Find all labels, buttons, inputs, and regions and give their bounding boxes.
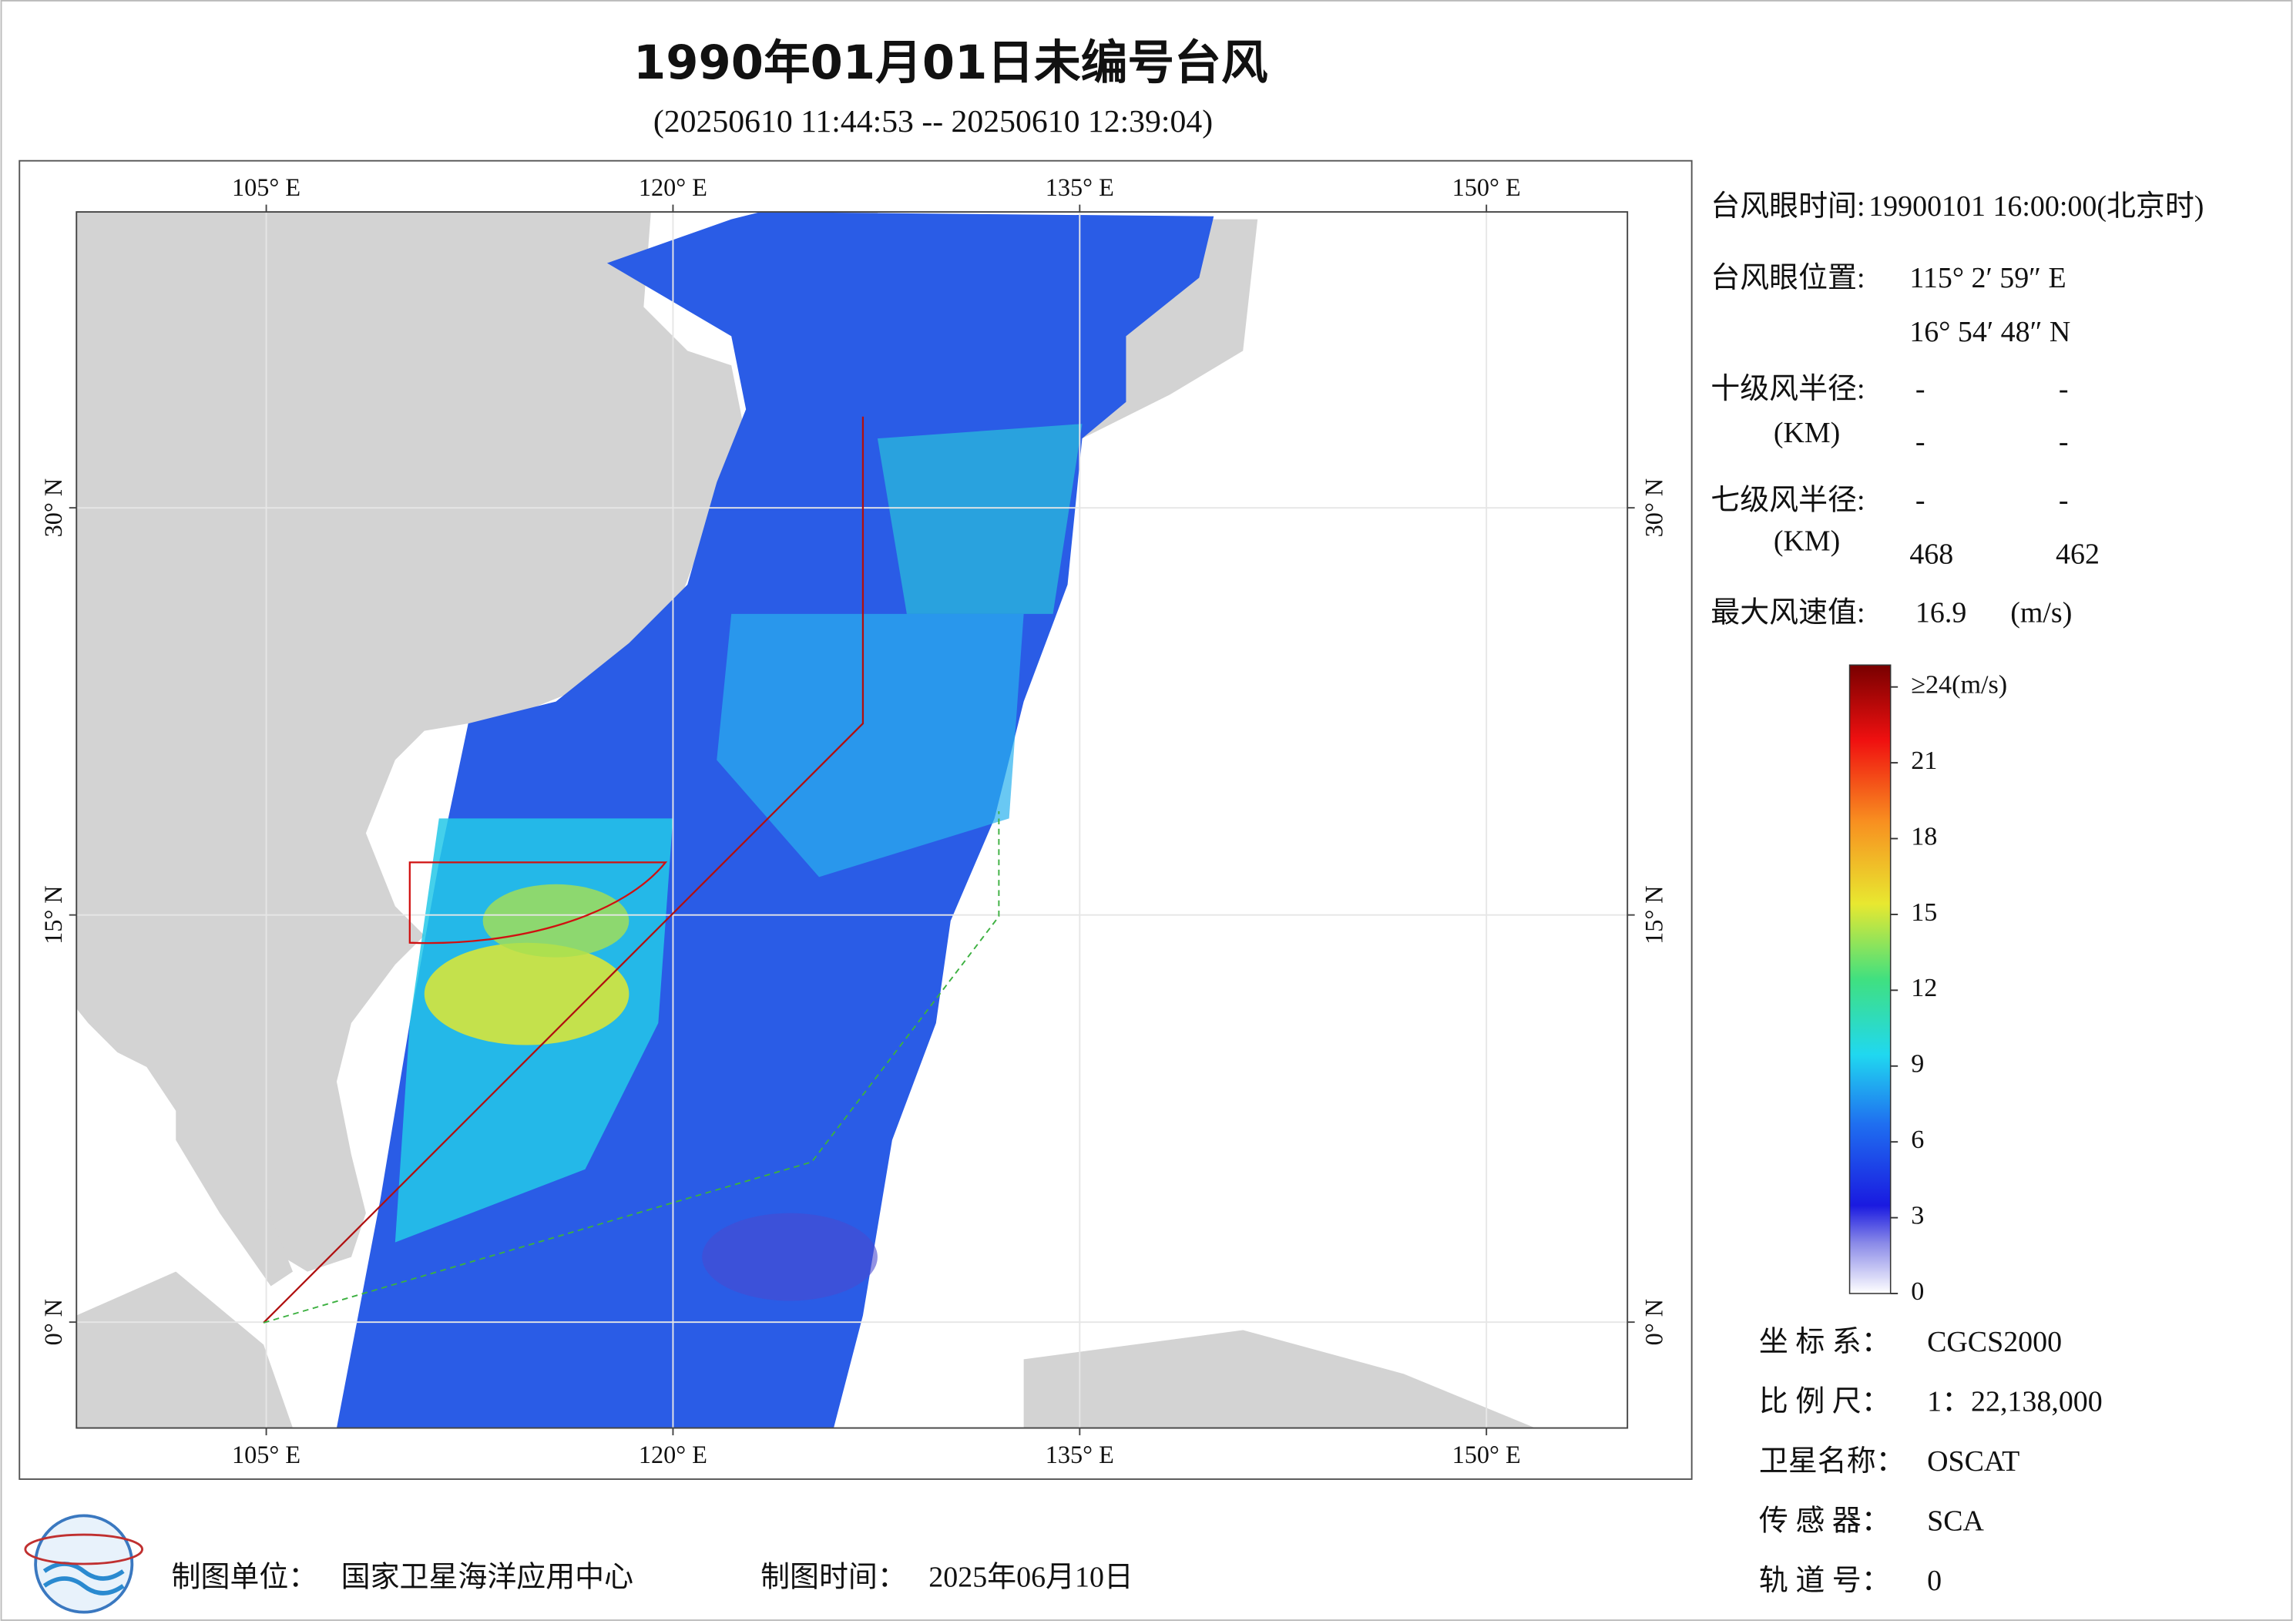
- map-frame: [18, 159, 1693, 1480]
- meta-panel: 坐 标 系： CGCS2000 比 例 尺： 1：22,138,000 卫星名称： OSC…: [1759, 1326, 2103, 1597]
- info-label: 台风眼位置:: [1711, 262, 1865, 294]
- subtitle: (20250610 11:44:53 -- 20250610 12:39:04): [653, 104, 1213, 139]
- meta-label: 坐 标 系：: [1759, 1326, 1891, 1358]
- lat-tick-label: 15° N: [39, 885, 67, 945]
- info-value: 16° 54′ 48″ N: [1909, 316, 2070, 348]
- info-label: 最大风速值:: [1711, 596, 1865, 629]
- colorbar-tick-label: 9: [1911, 1050, 1924, 1079]
- lon-tick-label: 105° E: [232, 1441, 300, 1468]
- map: [76, 212, 1628, 1428]
- info-value: -: [1915, 425, 1925, 458]
- info-value: -: [2059, 484, 2069, 516]
- logo: [24, 1514, 144, 1614]
- meta-label: 卫星名称：: [1759, 1445, 1905, 1478]
- info-label: 台风眼时间:: [1711, 190, 1865, 223]
- colorbar-tick-label: 6: [1911, 1126, 1924, 1154]
- info-value: -: [2059, 425, 2069, 458]
- info-unit: (KM): [1774, 525, 1840, 557]
- info-value: -: [2059, 373, 2069, 405]
- lon-tick-label: 135° E: [1046, 173, 1114, 201]
- colorbar-tick-label: 3: [1911, 1201, 1924, 1230]
- colorbar-tick-label: 21: [1911, 747, 1937, 775]
- colorbar-tick-label: 12: [1911, 974, 1937, 1002]
- info-label: 七级风半径:: [1711, 484, 1865, 516]
- colorbar-tick-label: 0: [1911, 1277, 1924, 1306]
- lat-tick-label: 0° N: [39, 1299, 67, 1345]
- lon-tick-label: 150° E: [1452, 1441, 1521, 1468]
- lon-tick-label: 135° E: [1046, 1441, 1114, 1468]
- lat-tick-label: 0° N: [1640, 1299, 1668, 1345]
- colorbar-tick-label: 18: [1911, 822, 1937, 851]
- info-unit: (m/s): [2010, 596, 2072, 629]
- meta-label: 传 感 器：: [1759, 1505, 1891, 1537]
- map-ticks: 105° E 105° E 120° E 120° E 135° E 135° E 150°…: [39, 173, 1667, 1468]
- meta-value: 0: [1927, 1565, 1942, 1597]
- info-value: 462: [2056, 539, 2100, 571]
- lat-tick-label: 15° N: [1640, 885, 1668, 945]
- wind-swath: [336, 212, 1214, 1428]
- colorbar-ticks: 0 3 6 9 12 15 18 21 ≥24(m/s): [1890, 671, 2007, 1306]
- meta-value: SCA: [1927, 1505, 1984, 1537]
- meta-value: OSCAT: [1927, 1445, 2019, 1478]
- info-label: 十级风半径:: [1711, 373, 1865, 405]
- meta-value: CGCS2000: [1927, 1326, 2062, 1358]
- meta-label: 比 例 尺：: [1759, 1386, 1891, 1418]
- info-value: 468: [1909, 539, 1953, 571]
- info-panel: 台风眼时间: 19900101 16:00:00(北京时) 台风眼位置: 115…: [1711, 190, 2204, 629]
- title: 1990年01月01日未编号台风: [633, 36, 1268, 90]
- footer-value: 国家卫星海洋应用中心: [341, 1562, 633, 1594]
- lon-tick-label: 120° E: [639, 173, 707, 201]
- map-border: [76, 211, 1629, 1429]
- lon-tick-label: 120° E: [639, 1441, 707, 1468]
- info-value: 19900101 16:00:00(北京时): [1868, 190, 2204, 223]
- colorbar-tick-label: 15: [1911, 898, 1937, 927]
- info-value: -: [1915, 373, 1925, 405]
- grid: [76, 212, 1628, 1428]
- info-value: -: [1915, 484, 1925, 516]
- lat-tick-label: 30° N: [1640, 478, 1668, 538]
- meta-value: 1：22,138,000: [1927, 1386, 2103, 1418]
- colorbar: [1848, 664, 1892, 1294]
- lon-tick-label: 150° E: [1452, 173, 1521, 201]
- colorbar-tick-label: ≥24(m/s): [1911, 671, 2007, 700]
- info-value: 16.9: [1915, 596, 1966, 629]
- lat-tick-label: 30° N: [39, 478, 67, 538]
- footer-label: 制图时间：: [760, 1562, 907, 1594]
- warning-lines: [263, 416, 1000, 1324]
- lon-tick-label: 105° E: [232, 173, 300, 201]
- footer-value: 2025年06月10日: [928, 1562, 1133, 1594]
- info-unit: (KM): [1774, 417, 1840, 449]
- info-value: 115° 2′ 59″ E: [1909, 262, 2066, 294]
- meta-label: 轨 道 号：: [1759, 1565, 1891, 1597]
- footer-label: 制图单位：: [172, 1562, 318, 1594]
